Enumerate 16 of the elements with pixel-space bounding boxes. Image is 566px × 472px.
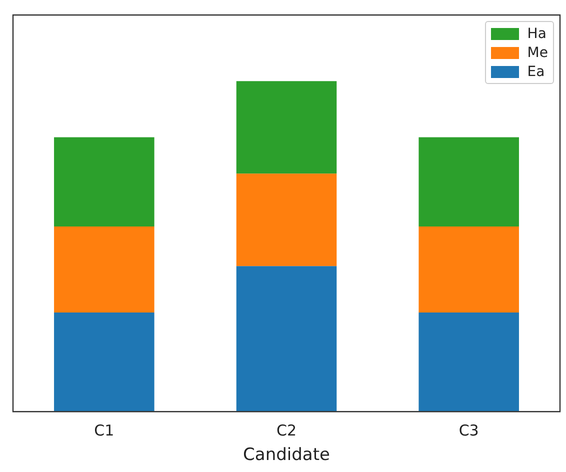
bar — [418, 312, 519, 412]
bar — [236, 266, 337, 412]
bar — [418, 137, 519, 227]
bar — [236, 81, 337, 174]
x-tick-label: C2 — [276, 421, 297, 440]
x-tick-label: C1 — [94, 421, 114, 440]
legend-label: Me — [527, 44, 548, 60]
bar — [236, 174, 337, 266]
bar — [54, 226, 154, 312]
x-axis-title: Candidate — [243, 445, 330, 466]
bar — [54, 137, 154, 227]
legend-label: Ea — [527, 64, 545, 80]
bar — [54, 312, 154, 412]
legend-label: Ha — [527, 26, 546, 42]
bar — [418, 226, 519, 312]
x-tick-label: C3 — [458, 421, 479, 440]
